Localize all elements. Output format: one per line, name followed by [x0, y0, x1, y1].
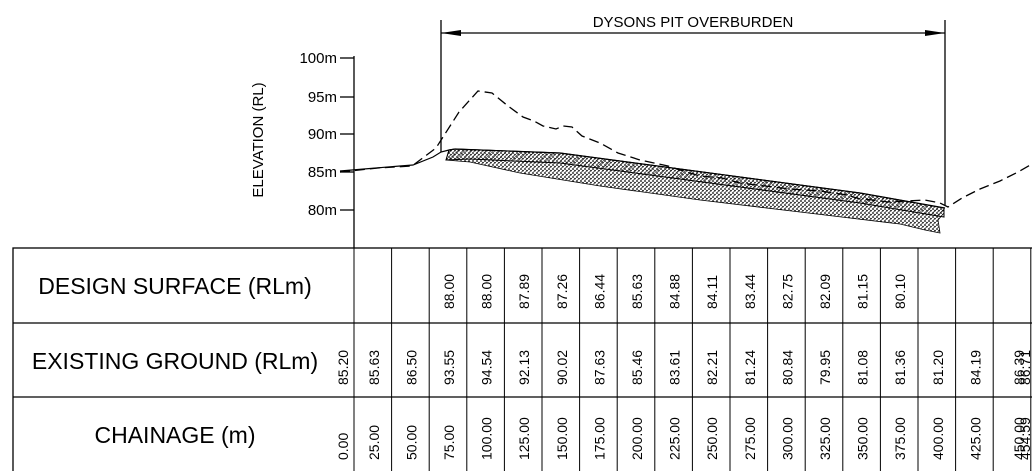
- table-cell-value: 81.20: [930, 350, 946, 385]
- terrain-profile: [339, 90, 1032, 234]
- table-cell-value: 225.00: [667, 417, 683, 460]
- table-cell-value: 85.46: [629, 350, 645, 385]
- design-surface-line: [339, 148, 946, 209]
- table-cell-value: 92.13: [516, 350, 532, 385]
- dimension-left-arrow-icon: [441, 30, 461, 36]
- table-cell-value: 90.02: [554, 350, 570, 385]
- table-cell-value: 84.19: [967, 350, 983, 385]
- table-cell-value: 325.00: [817, 417, 833, 460]
- table-cell-value: 81.36: [892, 350, 908, 385]
- table-cell-value: 400.00: [930, 417, 946, 460]
- table-cell-value: 82.21: [704, 350, 720, 385]
- table-cell-value: 450.00: [1011, 417, 1027, 460]
- table-cell-value: 87.89: [516, 274, 532, 309]
- table-cell-value: 375.00: [892, 417, 908, 460]
- table-cell-value: 150.00: [554, 417, 570, 460]
- table-cell-value: 94.54: [479, 350, 495, 385]
- table-cell-value: 175.00: [591, 417, 607, 460]
- elevation-tick-label: 100m: [299, 50, 337, 67]
- table-cell-value: 50.00: [403, 425, 419, 460]
- table-cell-value: 88.00: [479, 274, 495, 309]
- table-cell-value: 86.50: [403, 350, 419, 385]
- table-cell-value: 81.15: [855, 274, 871, 309]
- row-label-chainage: CHAINAGE (m): [95, 422, 256, 448]
- table-cell-value: 87.26: [554, 274, 570, 309]
- row-label-existing-ground: EXISTING GROUND (RLm): [32, 348, 318, 374]
- table-cell-value: 84.11: [704, 275, 720, 309]
- table-cell-value: 275.00: [742, 417, 758, 460]
- table-cell-value: 81.24: [742, 350, 758, 385]
- table-cell-value: 85.63: [366, 350, 382, 385]
- table-cell-value: 350.00: [855, 417, 871, 460]
- table-cell-value: 88.00: [441, 274, 457, 309]
- elevation-ticks: 100m 95m 90m 85m 80m: [299, 50, 354, 219]
- elevation-tick-label: 90m: [308, 126, 337, 143]
- section-data-table: DESIGN SURFACE (RLm) EXISTING GROUND (RL…: [12, 247, 1032, 471]
- table-cell-value: 83.61: [667, 350, 683, 385]
- table-cell-value: 93.55: [441, 350, 457, 385]
- overburden-dimension: DYSONS PIT OVERBURDEN: [440, 14, 946, 205]
- table-cell-value: 80.84: [779, 350, 795, 385]
- table-cell-value: 79.95: [817, 350, 833, 385]
- elevation-tick-label: 80m: [308, 202, 337, 219]
- table-cell-value: 425.00: [967, 417, 983, 460]
- table-cell-value: 250.00: [704, 417, 720, 460]
- table-column-dividers: [353, 248, 1032, 471]
- table-cell-value: 84.88: [667, 274, 683, 309]
- table-cell-value: 82.09: [817, 274, 833, 309]
- table-cell-value: 86.71: [1017, 350, 1032, 385]
- table-cell-value: 75.00: [441, 425, 457, 460]
- table-cell-value: 87.63: [591, 350, 607, 385]
- table-cell-value: 85.20: [335, 350, 351, 385]
- table-cell-value: 85.63: [629, 274, 645, 309]
- table-cell-value: 0.00: [335, 433, 351, 460]
- table-border: [12, 247, 1032, 471]
- table-cell-value: 86.44: [591, 274, 607, 309]
- elevation-axis: 100m 95m 90m 85m 80m ELEVATION (RL): [250, 50, 355, 248]
- table-cell-value: 25.00: [366, 425, 382, 460]
- elevation-tick-label: 95m: [308, 89, 337, 106]
- table-cell-value: 125.00: [516, 417, 532, 460]
- table-cell-value: 200.00: [629, 417, 645, 460]
- table-cell-value: 83.44: [742, 274, 758, 309]
- dimension-right-arrow-icon: [925, 30, 945, 36]
- table-cell-value: 81.08: [855, 350, 871, 385]
- elevation-axis-label: ELEVATION (RL): [250, 82, 267, 197]
- elevation-tick-label: 85m: [308, 164, 337, 181]
- row-label-design-surface: DESIGN SURFACE (RLm): [38, 273, 311, 299]
- table-cell-value: 100.00: [479, 417, 495, 460]
- table-cell-value: 82.75: [779, 274, 795, 309]
- table-cell-value: 80.10: [892, 274, 908, 309]
- table-cells: 88.00 88.00 87.89 87.26 86.44 85.63 84.88 84.11…: [335, 274, 1032, 460]
- existing-ground-line: [339, 90, 1032, 208]
- table-cell-value: 300.00: [779, 417, 795, 460]
- section-title: DYSONS PIT OVERBURDEN: [593, 14, 794, 31]
- table-cell-value: 454.59: [1017, 417, 1032, 460]
- table-cell-value: 86.39: [1011, 350, 1027, 385]
